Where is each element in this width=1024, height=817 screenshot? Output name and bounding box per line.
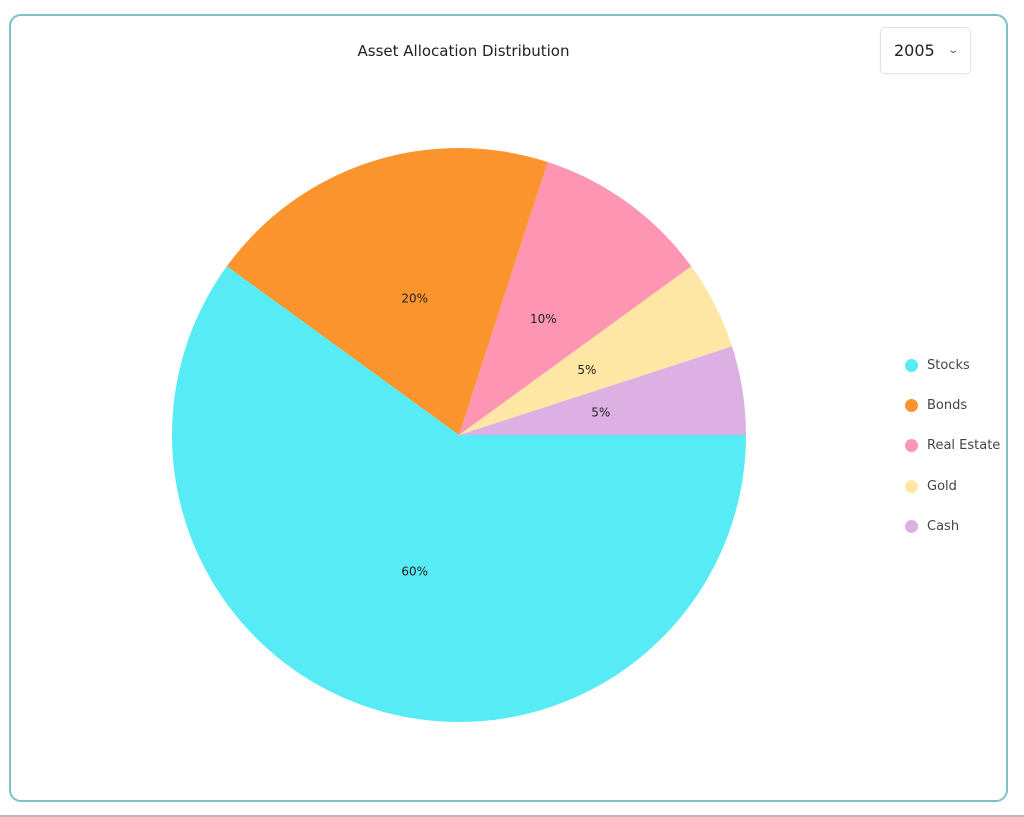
pie-slice-cash[interactable] bbox=[459, 346, 746, 435]
legend-item[interactable]: Gold bbox=[905, 466, 1000, 506]
pie-slice-gold[interactable] bbox=[459, 266, 732, 435]
data-label: 5% bbox=[591, 406, 610, 420]
legend: Stocks Bonds Real Estate Gold Cash bbox=[905, 345, 1000, 546]
year-value: 2005 bbox=[894, 41, 935, 60]
legend-label: Cash bbox=[927, 518, 960, 534]
data-label: 20% bbox=[401, 292, 428, 306]
data-label: 60% bbox=[401, 564, 428, 578]
legend-label: Stocks bbox=[927, 357, 970, 373]
data-label: 10% bbox=[530, 312, 557, 326]
pie-slice-real-estate[interactable] bbox=[459, 162, 692, 435]
legend-item[interactable]: Bonds bbox=[905, 385, 1000, 425]
year-dropdown[interactable]: 2005 ⌄ bbox=[880, 27, 971, 74]
legend-dot-icon bbox=[905, 479, 918, 493]
legend-dot-icon bbox=[905, 358, 918, 372]
pie-slice-bonds[interactable] bbox=[226, 148, 548, 435]
legend-label: Gold bbox=[927, 478, 957, 494]
legend-dot-icon bbox=[905, 519, 918, 533]
data-label: 5% bbox=[577, 363, 596, 377]
chevron-down-icon: ⌄ bbox=[947, 45, 959, 56]
legend-item[interactable]: Stocks bbox=[905, 345, 1000, 385]
chart-title: Asset Allocation Distribution bbox=[357, 42, 570, 60]
pie-slice-stocks[interactable] bbox=[172, 266, 747, 722]
legend-dot-icon bbox=[905, 439, 918, 453]
divider bbox=[0, 815, 1024, 817]
legend-item[interactable]: Real Estate bbox=[905, 426, 1000, 466]
legend-label: Real Estate bbox=[927, 438, 1001, 454]
legend-dot-icon bbox=[905, 398, 918, 412]
legend-label: Bonds bbox=[927, 397, 968, 413]
legend-item[interactable]: Cash bbox=[905, 506, 1000, 546]
